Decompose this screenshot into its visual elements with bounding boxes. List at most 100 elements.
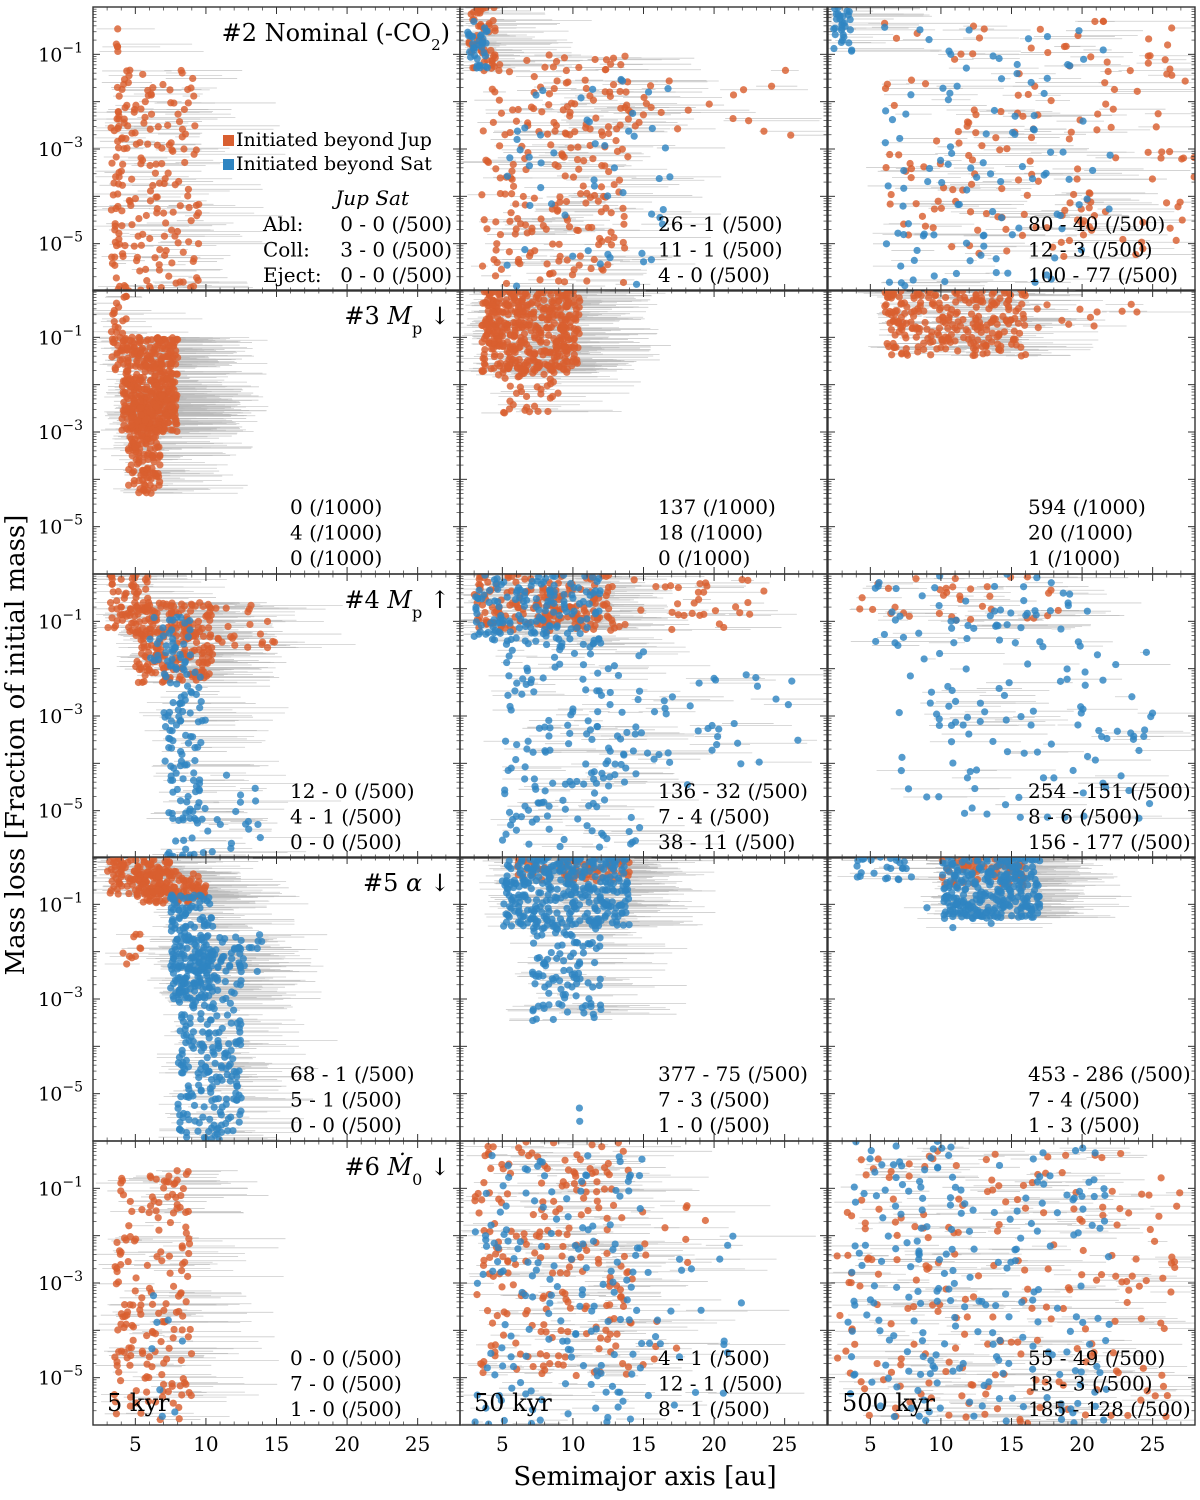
point-jup <box>1162 199 1171 207</box>
point-jup <box>169 353 177 361</box>
data-points <box>464 7 795 290</box>
point-jup <box>114 25 122 33</box>
point-jup <box>109 310 117 318</box>
point-jup <box>935 299 943 307</box>
point-jup <box>136 267 144 275</box>
point-jup <box>142 362 151 370</box>
point-jup <box>552 57 561 66</box>
point-jup <box>137 154 145 162</box>
point-jup <box>988 329 997 337</box>
point-jup <box>525 252 534 260</box>
point-jup <box>932 291 940 299</box>
point-sat <box>997 214 1006 222</box>
panel-plot-area <box>828 7 1195 290</box>
point-jup <box>1021 321 1029 329</box>
point-jup <box>174 239 182 247</box>
point-jup <box>604 123 613 131</box>
point-jup <box>131 129 139 137</box>
point-jup <box>929 337 937 346</box>
point-jup <box>570 350 578 359</box>
point-jup <box>179 278 187 286</box>
point-jup <box>912 200 920 208</box>
point-jup <box>760 127 768 135</box>
panel-stat: 4 - 0 (/500) <box>658 263 770 287</box>
point-jup <box>951 55 959 63</box>
point-jup <box>194 209 203 217</box>
point-jup <box>988 317 996 325</box>
point-jup <box>1080 217 1088 225</box>
point-jup <box>483 225 491 233</box>
point-sat <box>661 144 670 152</box>
point-jup <box>552 121 560 130</box>
point-jup <box>930 205 939 213</box>
point-jup <box>494 335 503 343</box>
point-sat <box>516 146 524 154</box>
point-jup <box>1145 35 1153 43</box>
point-jup <box>503 347 511 356</box>
point-jup <box>635 118 643 127</box>
point-sat <box>925 36 933 44</box>
point-jup <box>972 129 980 137</box>
point-jup <box>128 403 137 411</box>
point-jup <box>673 125 682 133</box>
point-jup <box>881 308 890 316</box>
point-sat <box>953 82 961 90</box>
point-jup <box>915 325 924 333</box>
point-jup <box>1061 206 1069 214</box>
point-jup <box>134 416 142 425</box>
point-jup <box>131 195 140 203</box>
point-jup <box>1070 190 1078 199</box>
point-jup <box>1047 97 1055 105</box>
point-jup <box>522 392 531 401</box>
point-jup <box>972 291 980 299</box>
point-jup <box>161 175 169 183</box>
panel-stat: 0 - 0 (/500) <box>340 263 452 287</box>
point-jup <box>530 73 538 81</box>
point-jup <box>598 237 606 245</box>
point-sat <box>992 269 1000 277</box>
point-jup <box>153 205 161 213</box>
point-jup <box>521 359 530 368</box>
point-jup <box>586 193 595 202</box>
point-jup <box>948 243 956 251</box>
point-sat <box>1053 210 1061 218</box>
point-sat <box>997 75 1006 83</box>
point-jup <box>975 34 984 42</box>
point-jup <box>120 398 128 406</box>
point-jup <box>566 108 574 117</box>
point-jup <box>487 313 495 321</box>
point-sat <box>638 249 646 258</box>
point-jup <box>621 52 629 60</box>
point-jup <box>570 325 578 333</box>
point-jup <box>1132 250 1140 259</box>
point-sat <box>944 96 952 104</box>
point-jup <box>556 352 564 360</box>
point-jup <box>155 179 164 187</box>
point-sat <box>1040 171 1048 179</box>
point-jup <box>130 108 138 116</box>
point-sat <box>1066 62 1074 70</box>
point-jup <box>150 361 158 369</box>
point-jup <box>621 103 629 112</box>
point-sat <box>973 173 981 181</box>
point-jup <box>115 92 123 100</box>
point-sat <box>977 251 985 259</box>
point-jup <box>141 98 149 106</box>
point-jup <box>135 452 143 460</box>
point-sat <box>601 141 609 150</box>
point-jup <box>612 137 620 145</box>
point-sat <box>963 186 971 194</box>
point-jup <box>517 387 526 396</box>
point-jup <box>128 221 136 229</box>
point-sat <box>1029 125 1037 133</box>
panel-stat: 0 (/1000) <box>290 495 382 519</box>
point-sat <box>1043 74 1051 82</box>
point-jup <box>979 350 987 358</box>
point-jup <box>604 236 612 244</box>
point-jup <box>914 307 923 315</box>
point-jup <box>582 84 590 93</box>
point-jup <box>146 377 155 385</box>
point-jup <box>155 481 163 489</box>
point-jup <box>957 50 965 58</box>
point-sat <box>900 167 908 175</box>
